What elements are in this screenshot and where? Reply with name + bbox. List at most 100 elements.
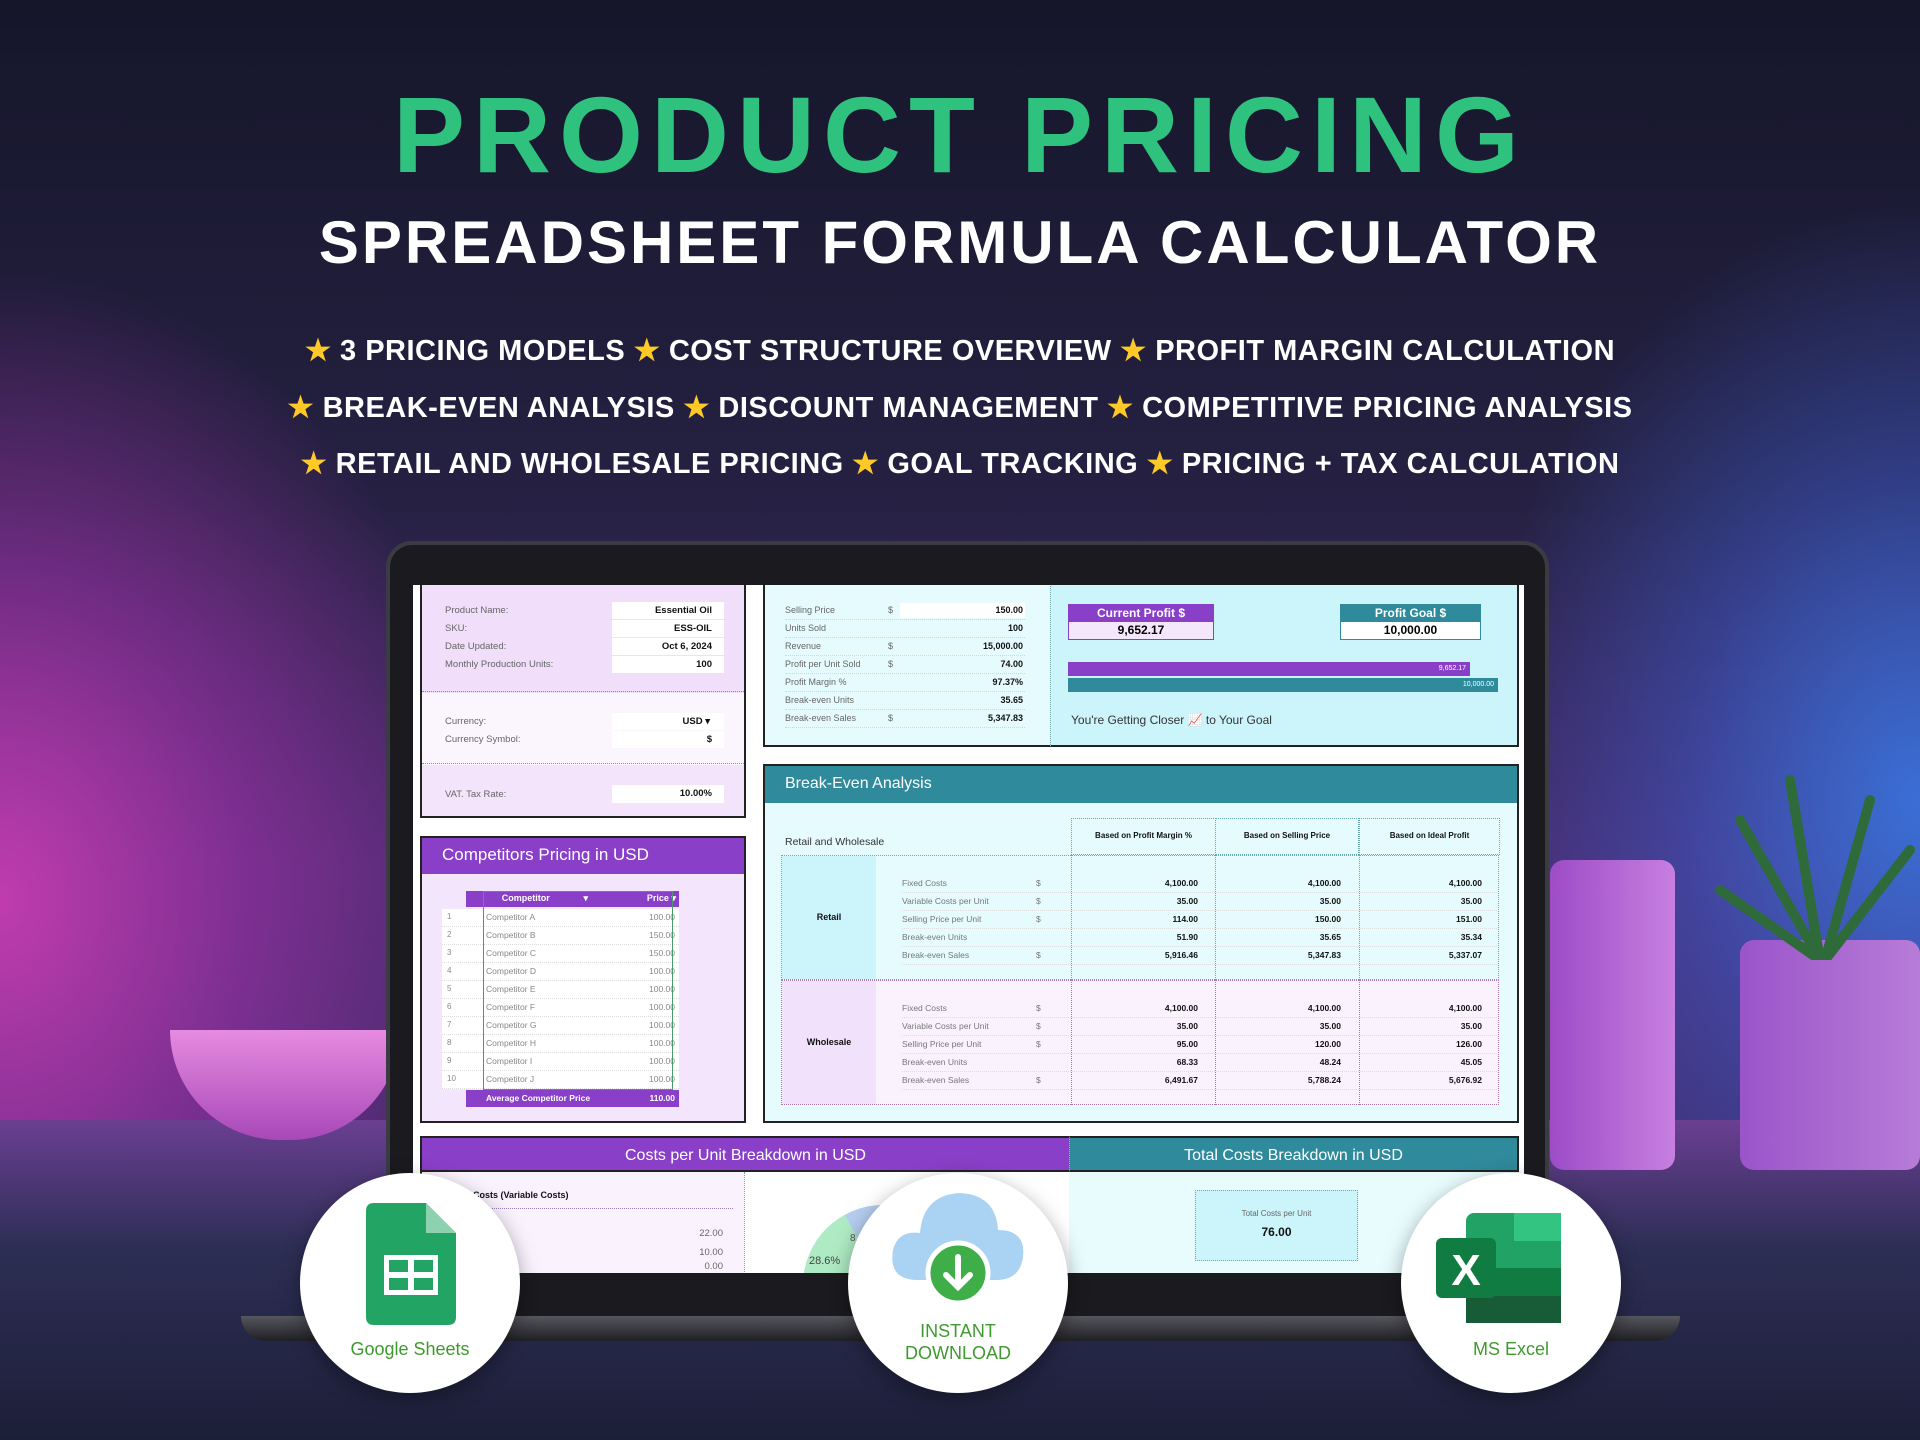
break-even-value: 114.00 — [1172, 914, 1198, 924]
download-label-line2: DOWNLOAD — [904, 1343, 1011, 1363]
filter-icon[interactable]: ▾ — [671, 893, 676, 903]
row-number: 9 — [447, 1056, 452, 1065]
competitor-name[interactable]: Competitor I — [486, 1056, 533, 1066]
break-even-value: 5,676.92 — [1448, 1075, 1482, 1085]
break-even-value: 4,100.00 — [1448, 1003, 1482, 1013]
break-even-column-header: Based on Ideal Profit — [1389, 831, 1470, 840]
currency-sign: $ — [1036, 950, 1041, 960]
table-row — [442, 999, 679, 1017]
competitor-name[interactable]: Competitor C — [486, 948, 537, 958]
competitor-price[interactable]: 100.00 — [649, 966, 675, 976]
goal-bar-label: 10,000.00 — [1462, 681, 1494, 688]
product-field-value[interactable]: ESS-OIL — [612, 620, 724, 637]
break-even-value: 4,100.00 — [1307, 1003, 1341, 1013]
current-profit-label: Current Profit $ — [1069, 605, 1213, 622]
break-even-value: 4,100.00 — [1164, 878, 1198, 888]
product-field-value[interactable]: Oct 6, 2024 — [612, 638, 724, 655]
star-icon: ★ — [1146, 448, 1174, 480]
currency-sign: $ — [888, 713, 894, 723]
table-row — [442, 927, 679, 945]
competitor-name[interactable]: Competitor B — [486, 930, 536, 940]
star-icon: ★ — [304, 335, 332, 367]
summary-value: 5,347.83 — [987, 713, 1023, 723]
break-even-value: 35.00 — [1319, 896, 1341, 906]
currency-select[interactable]: USD ▾ — [612, 713, 724, 730]
current-bar-label: 9,652.17 — [1438, 665, 1467, 672]
competitor-column-header[interactable]: Competitor ▾ — [501, 893, 588, 903]
currency-sign: $ — [888, 659, 894, 669]
competitor-name[interactable]: Competitor G — [486, 1020, 537, 1030]
price-column-header[interactable]: Price ▾ — [646, 893, 676, 903]
break-even-value: 6,491.67 — [1164, 1075, 1198, 1085]
summary-value[interactable]: 100 — [1007, 623, 1023, 633]
total-costs-box: Total Costs per Unit 76.00 — [1195, 1190, 1358, 1261]
competitor-name[interactable]: Competitor J — [486, 1074, 535, 1084]
vat-label: VAT. Tax Rate: — [445, 789, 507, 800]
instant-download-badge: INSTANT DOWNLOAD — [848, 1173, 1068, 1393]
current-profit-bar: 9,652.17 — [1068, 662, 1471, 676]
summary-label: Profit Margin % — [785, 677, 847, 687]
download-label-line1: INSTANT — [920, 1321, 996, 1341]
filter-icon[interactable]: ▾ — [583, 893, 588, 903]
currency-label: Currency: — [445, 716, 487, 727]
profit-goal-value[interactable]: 10,000.00 — [1341, 622, 1480, 639]
currency-symbol-value[interactable]: $ — [612, 731, 724, 748]
break-even-panel: Break-Even Analysis Retail and Wholesale… — [763, 764, 1519, 1123]
feature-line: ★ 3 PRICING MODELS ★ COST STRUCTURE OVER… — [0, 333, 1920, 368]
ms-excel-icon: X — [1436, 1213, 1561, 1323]
break-even-value: 35.00 — [1319, 1021, 1341, 1031]
feature-item: BREAK-EVEN ANALYSIS — [322, 392, 675, 424]
competitor-price[interactable]: 100.00 — [649, 912, 675, 922]
competitor-price[interactable]: 150.00 — [649, 948, 675, 958]
break-even-value: 126.00 — [1456, 1039, 1482, 1049]
product-field-label: Date Updated: — [445, 641, 507, 652]
decorative-vase — [1740, 940, 1920, 1170]
competitor-name[interactable]: Competitor A — [486, 912, 536, 922]
table-row — [442, 945, 679, 963]
break-even-row-label: Break-even Units — [902, 932, 968, 942]
competitor-name[interactable]: Competitor D — [486, 966, 537, 976]
competitor-price[interactable]: 100.00 — [649, 1038, 675, 1048]
feature-item: COST STRUCTURE OVERVIEW — [668, 335, 1112, 367]
table-row — [442, 909, 679, 927]
cost-value: 22.00 — [699, 1228, 723, 1239]
break-even-value: 95.00 — [1176, 1039, 1198, 1049]
break-even-row-label: Variable Costs per Unit — [902, 896, 989, 906]
break-even-row-label: Selling Price per Unit — [902, 914, 982, 924]
competitor-name[interactable]: Competitor F — [486, 1002, 536, 1012]
summary-value[interactable]: 150.00 — [900, 603, 1025, 618]
variable-costs-section: Costs (Variable Costs) — [473, 1190, 569, 1200]
competitor-name[interactable]: Competitor H — [486, 1038, 537, 1048]
break-even-value: 4,100.00 — [1448, 878, 1482, 888]
competitor-price[interactable]: 100.00 — [649, 1074, 675, 1084]
vat-value[interactable]: 10.00% — [612, 785, 724, 803]
competitor-name[interactable]: Competitor E — [486, 984, 536, 994]
current-profit-value: 9,652.17 — [1069, 622, 1213, 639]
product-field-label: SKU: — [445, 623, 468, 634]
break-even-value: 45.05 — [1460, 1057, 1482, 1067]
svg-text:X: X — [1451, 1246, 1480, 1295]
break-even-value: 5,347.83 — [1307, 950, 1341, 960]
summary-label: Selling Price — [785, 605, 836, 615]
break-even-row-label: Break-even Sales — [902, 1075, 970, 1085]
competitor-price[interactable]: 100.00 — [649, 1020, 675, 1030]
cost-value: 0.00 — [704, 1261, 724, 1272]
profit-goal-label: Profit Goal $ — [1341, 605, 1480, 622]
star-icon: ★ — [683, 392, 710, 424]
break-even-column-header: Based on Selling Price — [1243, 831, 1331, 840]
feature-item: PROFIT MARGIN CALCULATION — [1155, 335, 1616, 367]
break-even-value: 68.33 — [1176, 1057, 1198, 1067]
product-field-value[interactable]: Essential Oil — [612, 602, 724, 619]
table-row — [442, 1053, 679, 1071]
row-number: 1 — [447, 912, 452, 921]
table-row — [442, 1017, 679, 1035]
summary-value: 74.00 — [1000, 659, 1023, 669]
product-field-value[interactable]: 100 — [612, 656, 724, 673]
competitor-price[interactable]: 150.00 — [649, 930, 675, 940]
ms-excel-badge: X MS Excel — [1401, 1173, 1621, 1393]
competitors-title: Competitors Pricing in USD — [422, 838, 744, 874]
cloud-download-icon — [892, 1193, 1024, 1305]
competitor-price[interactable]: 100.00 — [649, 1056, 675, 1066]
competitor-price[interactable]: 100.00 — [649, 984, 675, 994]
competitor-price[interactable]: 100.00 — [649, 1002, 675, 1012]
